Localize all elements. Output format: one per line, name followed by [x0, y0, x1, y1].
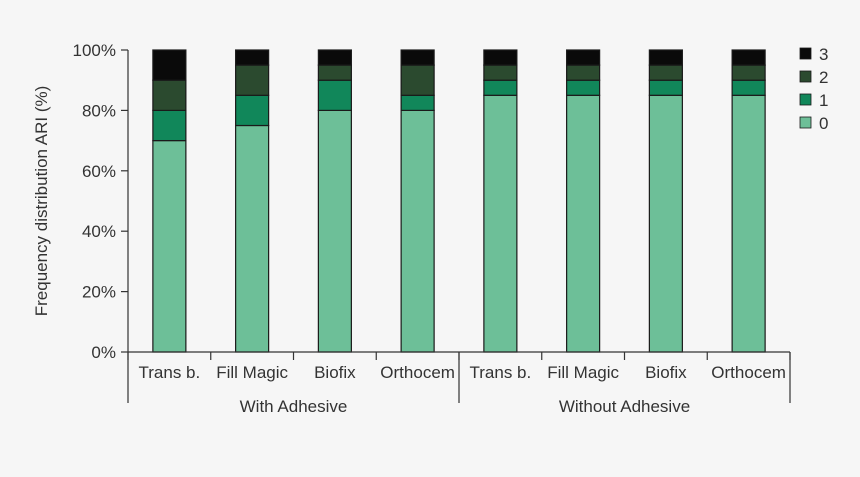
bar-segment-0	[483, 94, 518, 353]
x-group-label: Without Adhesive	[559, 397, 690, 416]
bar-segment-3	[400, 49, 435, 66]
bar-segment-2	[483, 64, 518, 81]
bar-segment-2	[648, 64, 683, 81]
x-axis: Trans b. Fill Magic Biofix Orthocem Trans b.…	[127, 351, 791, 416]
x-category-label: Biofix	[314, 363, 356, 382]
legend: 3 2 1 0	[799, 45, 828, 133]
bars	[152, 49, 766, 353]
bar-segment-2	[400, 64, 435, 96]
bar-segment-3	[152, 49, 187, 81]
bar-segment-0	[731, 94, 766, 353]
bar-segment-3	[317, 49, 352, 66]
bar-segment-1	[317, 79, 352, 111]
x-category-label: Orthocem	[380, 363, 455, 382]
bar-segment-2	[317, 64, 352, 81]
bar-segment-0	[400, 109, 435, 353]
y-tick-label: 60%	[82, 162, 116, 181]
bar-segment-1	[648, 79, 683, 96]
legend-swatch-0	[799, 116, 812, 129]
bar-segment-1	[235, 94, 270, 127]
legend-label-2: 2	[819, 68, 828, 87]
bar-segment-2	[235, 64, 270, 96]
bar-segment-2	[566, 64, 601, 81]
y-tick-label: 80%	[82, 101, 116, 120]
y-tick-label: 20%	[82, 283, 116, 302]
bar-segment-0	[317, 109, 352, 353]
bar-segment-0	[648, 94, 683, 353]
legend-swatch-2	[799, 70, 812, 83]
legend-label-0: 0	[819, 114, 828, 133]
x-category-label: Fill Magic	[547, 363, 619, 382]
legend-swatch-3	[799, 47, 812, 60]
x-category-label: Trans b.	[470, 363, 532, 382]
bar-segment-2	[152, 79, 187, 111]
y-axis: 0% 20% 40% 60% 80% 100%	[73, 41, 129, 362]
bar-segment-2	[731, 64, 766, 81]
y-tick-label: 0%	[91, 343, 116, 362]
bar-segment-0	[566, 94, 601, 353]
bar-segment-3	[566, 49, 601, 66]
bar-segment-3	[731, 49, 766, 66]
legend-swatch-1	[799, 93, 812, 106]
x-category-label: Biofix	[645, 363, 687, 382]
bar-segment-1	[566, 79, 601, 96]
y-tick-label: 100%	[73, 41, 116, 60]
x-category-label: Trans b.	[139, 363, 201, 382]
x-category-label: Fill Magic	[216, 363, 288, 382]
bar-segment-0	[152, 140, 187, 353]
bar-segment-1	[483, 79, 518, 96]
bar-segment-0	[235, 124, 270, 353]
legend-label-1: 1	[819, 91, 828, 110]
legend-label-3: 3	[819, 45, 828, 64]
bar-segment-3	[483, 49, 518, 66]
x-group-label: With Adhesive	[240, 397, 348, 416]
bar-segment-3	[235, 49, 270, 66]
bar-segment-1	[731, 79, 766, 96]
bar-segment-3	[648, 49, 683, 66]
bar-segment-1	[400, 94, 435, 112]
bar-segment-1	[152, 109, 187, 142]
x-category-label: Orthocem	[711, 363, 786, 382]
y-axis-title: Frequency distribution ARI (%)	[32, 86, 51, 317]
y-tick-label: 40%	[82, 222, 116, 241]
